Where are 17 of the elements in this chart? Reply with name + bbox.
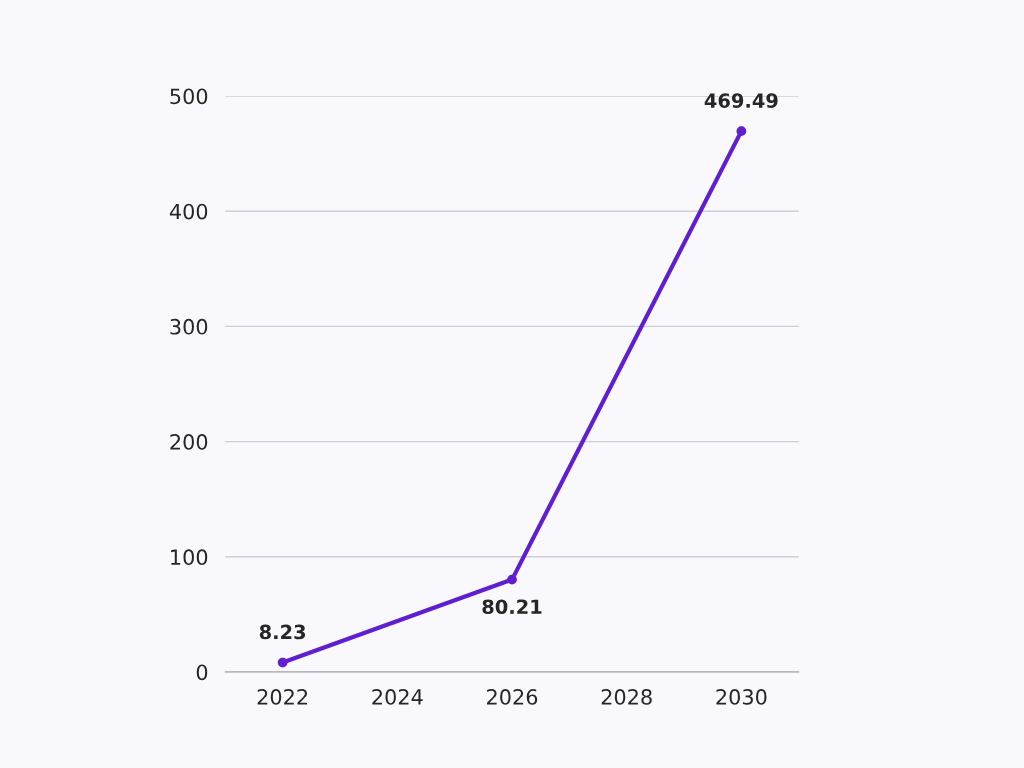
data-label: 80.21 [482,599,542,615]
x-tick-label: 2022 [257,689,308,705]
x-tick-label: 2026 [487,689,538,705]
point [507,574,517,585]
point [277,657,288,668]
y-tick-label: 300 [170,318,208,335]
data-label: 469.49 [704,93,778,108]
data-label: 8.23 [259,624,306,640]
x-tick-label: 2030 [716,689,767,705]
y-tick-label: 0 [196,664,208,681]
y-tick-label: 400 [169,203,208,220]
y-tick-label: 200 [170,434,208,450]
y-tick-label: 500 [170,88,208,105]
x-tick-label: 2024 [372,689,423,705]
x-tick-label: 2028 [601,689,652,705]
y-tick-label: 100 [171,549,208,566]
point [736,126,747,137]
